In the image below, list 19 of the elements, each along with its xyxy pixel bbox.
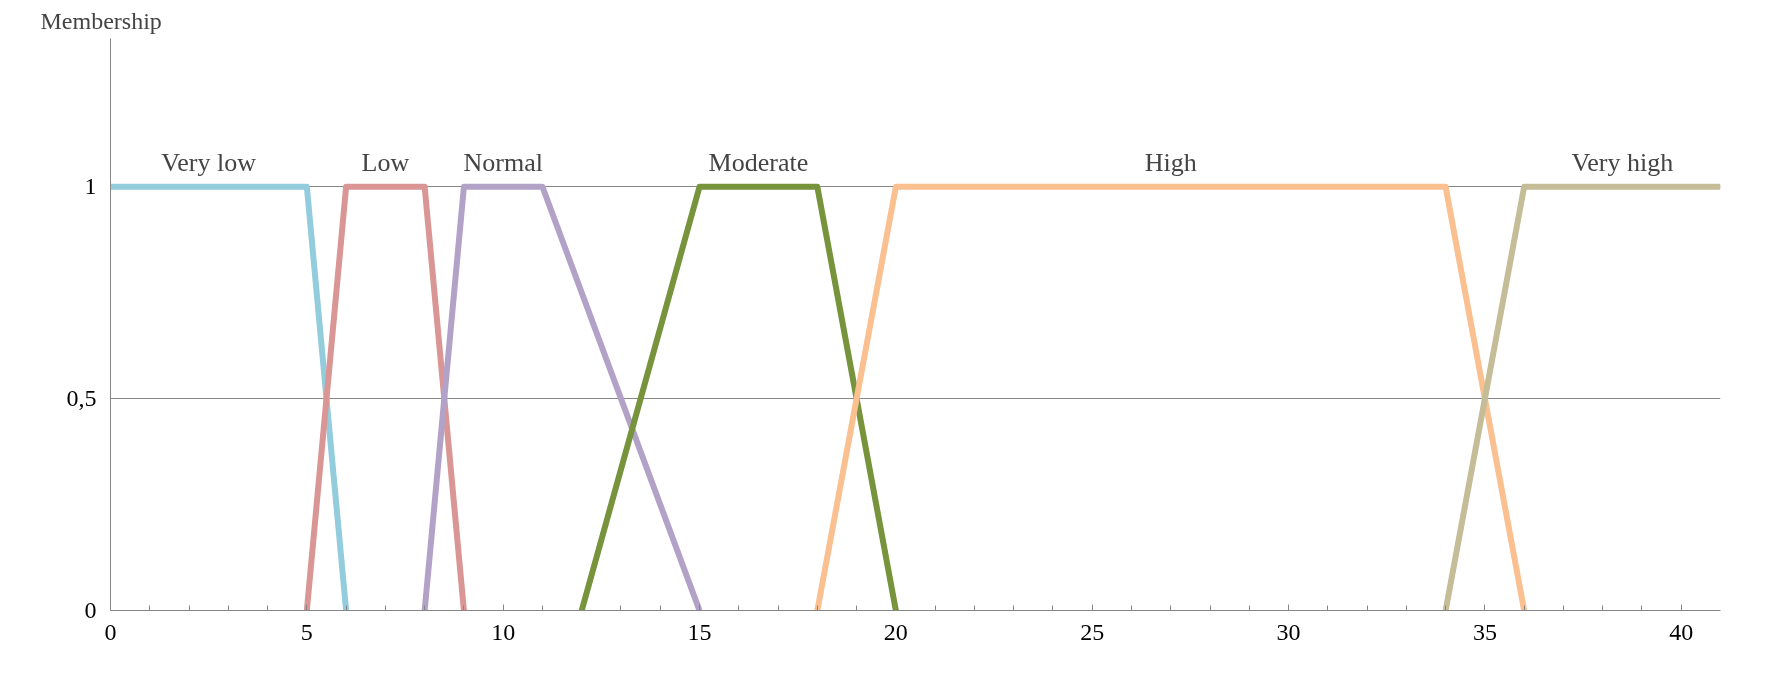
x-tick-label: 40 [1669, 618, 1694, 645]
series-label: Normal [463, 147, 543, 177]
series-label: High [1144, 147, 1197, 177]
y-tick-label: 1 [84, 173, 97, 200]
x-tick-label: 10 [491, 618, 516, 645]
x-tick-label: 35 [1472, 618, 1497, 645]
y-tick-label: 0 [84, 597, 97, 623]
x-tick-label: 5 [300, 618, 313, 645]
y-axis-title: Membership [40, 7, 162, 34]
series-label: Moderate [708, 147, 809, 177]
x-tick-label: 25 [1080, 618, 1105, 645]
series-label: Very low [161, 147, 257, 177]
x-tick-label: 30 [1276, 618, 1301, 645]
y-tick-label: 0,5 [66, 385, 97, 412]
x-tick-label: 15 [687, 618, 712, 645]
x-tick-label: 20 [883, 618, 908, 645]
series-label: Low [361, 147, 410, 177]
x-tick-label: 0 [104, 618, 117, 645]
series-label: Very high [1571, 147, 1674, 177]
